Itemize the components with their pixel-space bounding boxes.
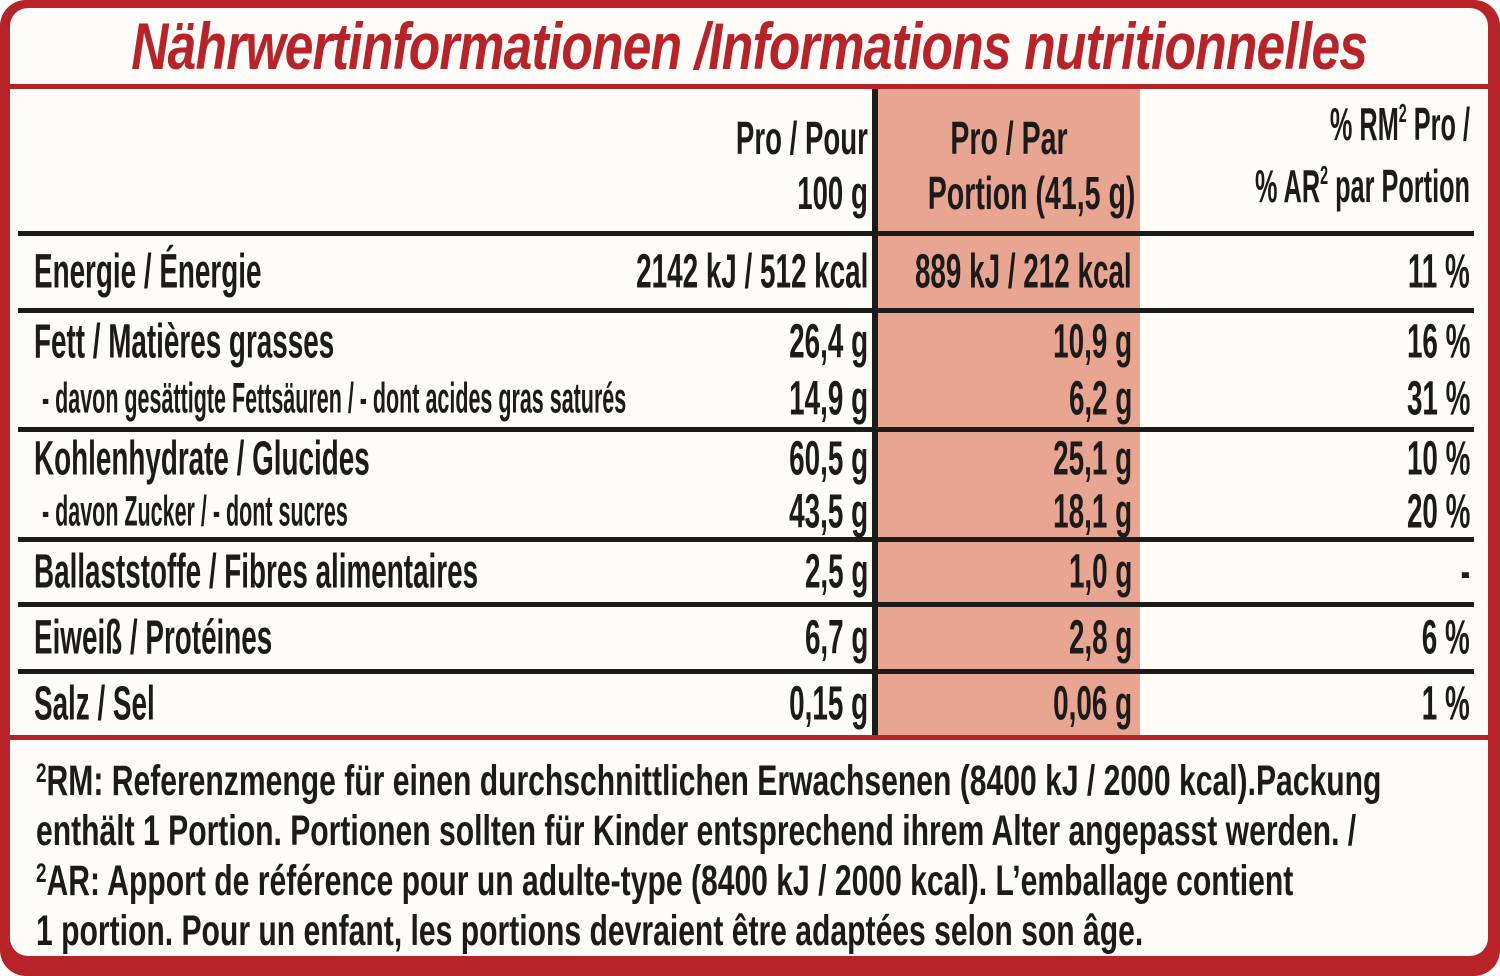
percent-ri-ar-text: % AR [1254, 159, 1321, 212]
per-portion-header-line1: Pro / Par [950, 111, 1068, 164]
value-percent-ri: 1 % [1422, 677, 1470, 731]
percent-ri-rm-text: % RM [1329, 97, 1399, 150]
value-per-100g: 2142 kJ / 512 kcal [635, 245, 868, 299]
table-header-row: Pro / Pour 100 g Pro / Par Portion (41,5… [10, 89, 1488, 231]
row-energy: Energie / Énergie 2142 kJ / 512 kcal 889… [10, 236, 1488, 308]
value-per-portion: 6,2 g [1068, 372, 1132, 426]
value-percent-ri: 11 % [1408, 245, 1470, 299]
footnote-line: 1 portion. Pour un enfant, les portions … [36, 906, 1488, 956]
row-salt: Salz / Sel 0,15 g 0,06 g 1 % [10, 674, 1488, 735]
value-percent-ri: 6 % [1422, 611, 1470, 665]
value-per-100g: 6,7 g [804, 611, 868, 665]
value-percent-ri: 31 % [1406, 372, 1470, 426]
row-sugars: - davon Zucker / - dont sucres 43,5 g 18… [10, 485, 1488, 539]
nutrient-label: Eiweiß / Protéines [34, 611, 273, 665]
value-per-portion: 25,1 g [1053, 432, 1132, 486]
per-100g-header-line2: 100 g [797, 166, 868, 219]
footnote-superscript: 2 [36, 758, 47, 788]
row-divider [18, 601, 1474, 607]
footnote-text: 2RM: Referenzmenge für einen durchschnit… [36, 756, 1381, 811]
value-per-portion: 18,1 g [1053, 485, 1132, 539]
row-divider [18, 668, 1474, 674]
nutrition-table: Pro / Pour 100 g Pro / Par Portion (41,5… [10, 88, 1488, 735]
footnote-line: enthält 1 Portion. Portionen sollten für… [36, 806, 1488, 856]
nutrient-label: - davon Zucker / - dont sucres [42, 487, 348, 536]
footnote-divider [10, 734, 1488, 740]
footnote-superscript: 2 [36, 858, 47, 888]
rm-superscript: 2 [1398, 97, 1407, 128]
footnote-body: 1 portion. Pour un enfant, les portions … [36, 907, 1144, 955]
nutrient-label: - davon gesättigte Fettsäuren / - dont a… [42, 374, 627, 423]
portion-column-highlight [878, 88, 1140, 735]
ar-superscript: 2 [1320, 159, 1329, 190]
nutrient-label: Fett / Matières grasses [34, 315, 335, 369]
row-divider [18, 536, 1474, 542]
footnote-line: 2RM: Referenzmenge für einen durchschnit… [36, 756, 1488, 806]
value-percent-ri: 10 % [1406, 432, 1470, 486]
footnote-text: 2AR: Apport de référence pour un adulte-… [36, 856, 1293, 911]
title-divider [10, 84, 1488, 89]
row-fiber: Ballaststoffe / Fibres alimentaires 2,5 … [10, 542, 1488, 602]
row-protein: Eiweiß / Protéines 6,7 g 2,8 g 6 % [10, 607, 1488, 669]
percent-ri-par-portion-text: par Portion [1328, 159, 1470, 212]
nutrient-label: Energie / Énergie [34, 245, 262, 299]
nutrient-label: Ballaststoffe / Fibres alimentaires [34, 545, 479, 599]
column-header-percent-ri: % RM2 Pro / % AR2 par Portion [1255, 97, 1470, 221]
footnote-text: enthält 1 Portion. Portionen sollten für… [36, 806, 1356, 861]
footnote-line: 2AR: Apport de référence pour un adulte-… [36, 856, 1488, 906]
value-per-100g: 43,5 g [789, 485, 868, 539]
value-per-portion: 2,8 g [1068, 611, 1132, 665]
value-per-100g: 60,5 g [789, 432, 868, 486]
nutrient-label: Salz / Sel [34, 677, 155, 731]
column-header-per-portion: Pro / Par Portion (41,5 g) [927, 111, 1136, 221]
percent-ri-header-line2: % AR2 par Portion [1255, 159, 1470, 221]
value-percent-ri: - [1460, 545, 1470, 599]
page-title: Nährwertinformationen /Informations nutr… [131, 9, 1368, 83]
footnote-body: AR: Apport de référence pour un adulte-t… [46, 857, 1294, 905]
row-divider [18, 426, 1474, 432]
footnotes: 2RM: Referenzmenge für einen durchschnit… [10, 740, 1488, 956]
value-per-portion: 10,9 g [1053, 315, 1132, 369]
row-carbohydrates: Kohlenhydrate / Glucides 60,5 g 25,1 g 1… [10, 432, 1488, 487]
column-header-per-100g: Pro / Pour 100 g [736, 111, 868, 221]
value-per-100g: 14,9 g [789, 372, 868, 426]
value-per-portion: 0,06 g [1053, 677, 1132, 731]
percent-ri-header-line1: % RM2 Pro / [1255, 97, 1470, 159]
value-percent-ri: 16 % [1406, 315, 1470, 369]
row-fat: Fett / Matières grasses 26,4 g 10,9 g 16… [10, 313, 1488, 371]
label-panel: Nährwertinformationen /Informations nutr… [10, 8, 1488, 956]
row-divider [18, 230, 1474, 236]
value-percent-ri: 20 % [1406, 485, 1470, 539]
footnote-text: 1 portion. Pour un enfant, les portions … [36, 906, 1143, 956]
value-per-portion: 889 kJ / 212 kcal [915, 245, 1132, 299]
row-saturated-fat: - davon gesättigte Fettsäuren / - dont a… [10, 371, 1488, 427]
value-per-100g: 26,4 g [789, 315, 868, 369]
footnote-body: RM: Referenzmenge für einen durchschnitt… [46, 757, 1382, 805]
value-per-portion: 1,0 g [1068, 545, 1132, 599]
title-bar: Nährwertinformationen /Informations nutr… [10, 8, 1488, 84]
row-divider [18, 307, 1474, 313]
percent-ri-pro-text: Pro / [1406, 97, 1470, 150]
portion-column-left-border [872, 88, 878, 735]
nutrient-label: Kohlenhydrate / Glucides [34, 432, 370, 486]
footnote-body: enthält 1 Portion. Portionen sollten für… [36, 807, 1357, 855]
per-portion-header-line2: Portion (41,5 g) [927, 166, 1136, 219]
value-per-100g: 0,15 g [789, 677, 868, 731]
value-per-100g: 2,5 g [804, 545, 868, 599]
per-100g-header-line1: Pro / Pour [736, 111, 868, 164]
